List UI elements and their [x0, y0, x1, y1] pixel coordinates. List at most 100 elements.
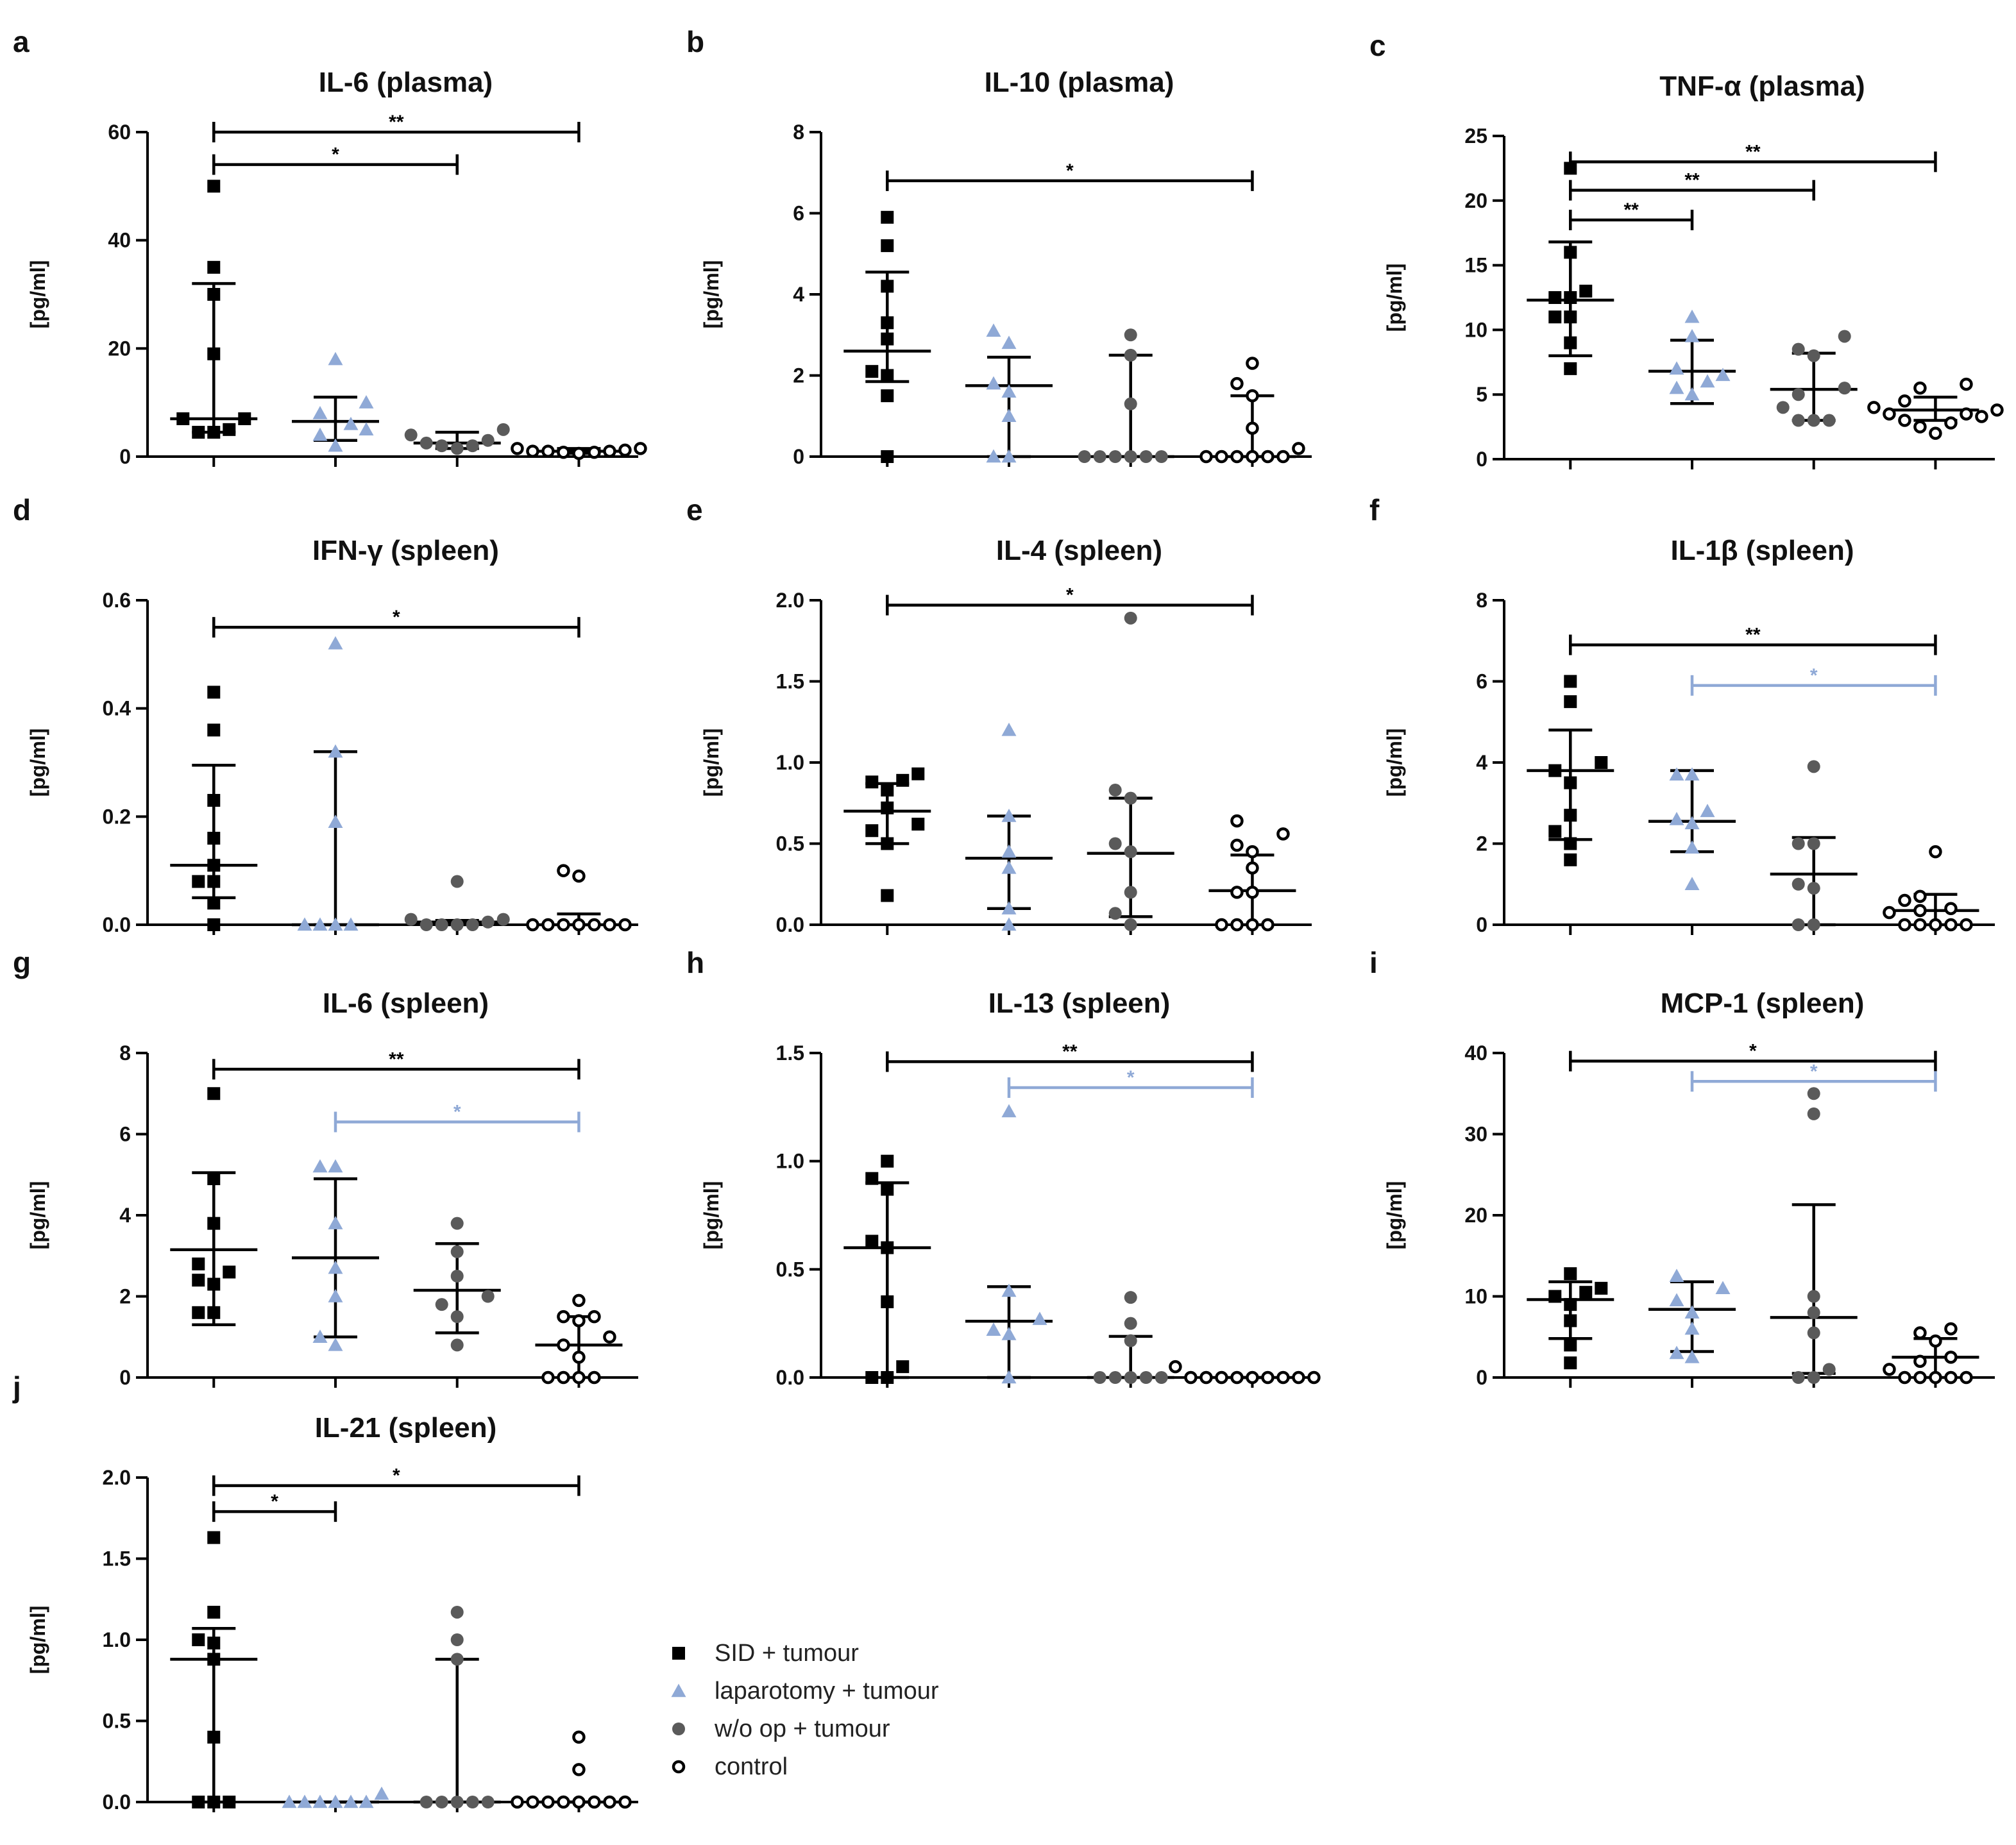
- data-point: [1246, 357, 1259, 370]
- y-tick-label: 2: [793, 364, 804, 387]
- data-point: [1230, 886, 1244, 899]
- data-point: [207, 1653, 221, 1666]
- significance-label: *: [1749, 1041, 1757, 1062]
- data-point: [1684, 328, 1700, 342]
- data-point: [618, 443, 632, 457]
- data-point: [603, 1330, 616, 1344]
- chart-panel-b: b IL-10 (plasma) [pg/ml] 0 2 4 6 8 *: [686, 25, 1312, 468]
- data-point: [207, 832, 221, 845]
- significance-label: *: [1127, 1067, 1135, 1088]
- data-point: [192, 1274, 205, 1287]
- group-3-points: [526, 864, 632, 932]
- y-tick-label: 2: [1476, 832, 1487, 855]
- y-tick-label: 6: [1476, 670, 1487, 693]
- data-point: [1807, 882, 1820, 895]
- data-point: [1564, 310, 1577, 324]
- data-point: [328, 814, 343, 828]
- data-point: [1564, 675, 1577, 688]
- chart-panel-h: hIL-13 (spleen)[pg/ml]0.00.51.01.5 ***: [686, 946, 1321, 1389]
- y-tick-label: 1.5: [776, 670, 804, 693]
- data-point: [1913, 1354, 1927, 1368]
- data-point: [192, 875, 205, 888]
- data-point: [1093, 1371, 1106, 1384]
- data-point: [603, 1795, 616, 1809]
- group-0-points: [865, 210, 894, 463]
- y-tick-label: 40: [108, 229, 131, 252]
- group-2-errorbar: [1770, 1203, 1858, 1375]
- data-point: [511, 1795, 524, 1809]
- data-point: [1564, 776, 1577, 789]
- data-point: [1124, 918, 1137, 931]
- data-point: [588, 1795, 601, 1809]
- data-point: [1124, 791, 1137, 805]
- data-point: [207, 897, 221, 910]
- y-axis-label: [pg/ml]: [700, 1181, 723, 1250]
- data-point: [1944, 902, 1958, 915]
- group-1-points: [1001, 722, 1017, 931]
- data-point: [192, 1796, 205, 1808]
- data-point: [481, 1796, 495, 1808]
- data-point: [207, 918, 221, 931]
- data-point: [207, 1306, 221, 1319]
- group-1-points: [297, 636, 359, 931]
- y-tick-label: 10: [1464, 1285, 1487, 1308]
- y-tick-label: 0.5: [776, 832, 804, 855]
- data-point: [1001, 335, 1017, 350]
- data-point: [1124, 397, 1137, 410]
- data-point: [328, 1260, 343, 1274]
- data-point: [1001, 722, 1017, 736]
- data-point: [1898, 1370, 1911, 1385]
- data-point: [1124, 845, 1137, 859]
- data-point: [1776, 401, 1790, 414]
- data-point: [419, 1796, 433, 1808]
- significance-bracket: *: [212, 1465, 580, 1496]
- data-point: [526, 1795, 539, 1809]
- group-1-points: [282, 1786, 389, 1808]
- panel-letter: i: [1369, 946, 1378, 979]
- data-point: [865, 1172, 879, 1185]
- y-tick-label: 6: [793, 202, 804, 225]
- data-point: [1669, 812, 1684, 825]
- y-tick-label: 1.0: [776, 751, 804, 774]
- data-point: [1807, 760, 1820, 773]
- panel-letter: a: [13, 25, 30, 58]
- data-point: [1246, 845, 1259, 859]
- data-point: [207, 1637, 221, 1650]
- data-point: [881, 1371, 894, 1384]
- y-tick-label: 1.0: [103, 1628, 131, 1651]
- significance-bracket: *: [334, 1102, 580, 1133]
- y-tick-label: 10: [1464, 318, 1487, 341]
- y-tick-label: 6: [119, 1123, 131, 1146]
- data-point: [1929, 918, 1942, 932]
- significance-bracket: *: [1007, 1067, 1254, 1098]
- data-point: [1792, 877, 1805, 891]
- data-point: [1822, 1363, 1836, 1376]
- legend-label: SID + tumour: [715, 1640, 859, 1667]
- data-point: [496, 423, 510, 436]
- data-point: [572, 869, 586, 883]
- y-axis-label: [pg/ml]: [700, 260, 723, 329]
- data-point: [1913, 904, 1927, 918]
- data-point: [435, 918, 448, 931]
- data-point: [1898, 394, 1911, 408]
- data-point: [618, 1795, 632, 1809]
- data-point: [207, 1531, 221, 1544]
- group-3-points: [1169, 1360, 1321, 1385]
- group-0-errorbar: [170, 1171, 258, 1327]
- data-point: [1684, 1321, 1700, 1335]
- y-tick-label: 0.4: [103, 697, 131, 720]
- data-point: [541, 444, 555, 458]
- data-point: [541, 1795, 555, 1809]
- data-point: [1838, 330, 1851, 343]
- legend-marker: [671, 1683, 686, 1698]
- data-point: [1261, 1370, 1275, 1385]
- group-2-points: [404, 875, 510, 931]
- data-point: [450, 875, 464, 888]
- data-point: [1001, 1283, 1017, 1297]
- data-point: [541, 1370, 555, 1385]
- y-tick-label: 60: [108, 121, 131, 144]
- panel-letter: j: [12, 1370, 21, 1404]
- data-point: [1807, 1107, 1820, 1120]
- data-point: [192, 426, 205, 439]
- data-point: [896, 1360, 910, 1374]
